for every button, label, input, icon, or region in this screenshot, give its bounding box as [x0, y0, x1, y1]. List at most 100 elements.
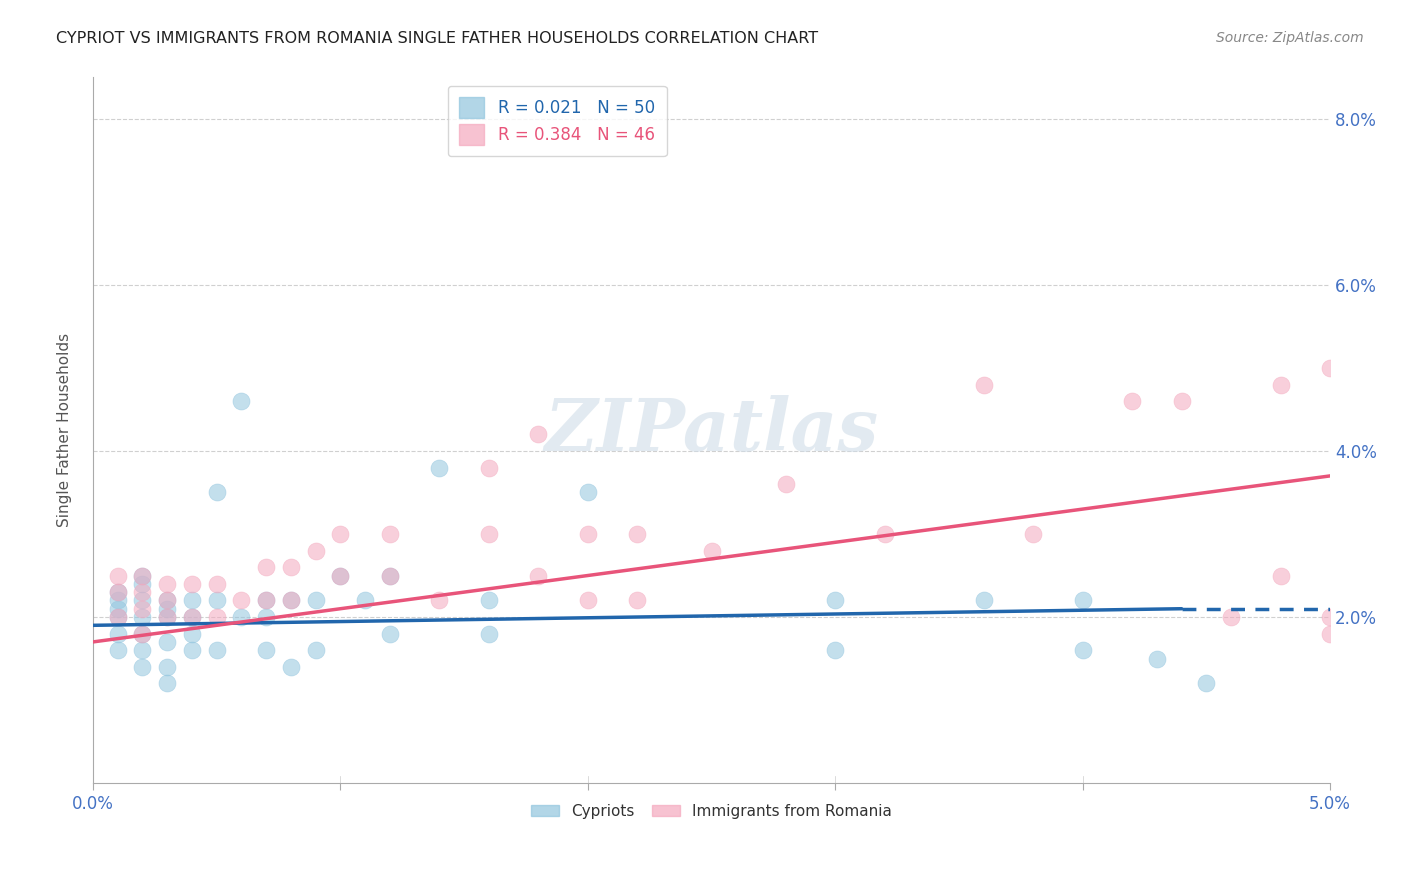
Point	[576, 485, 599, 500]
Point	[131, 568, 153, 582]
Point	[181, 626, 204, 640]
Point	[478, 460, 501, 475]
Point	[131, 601, 153, 615]
Point	[527, 568, 550, 582]
Point	[1195, 676, 1218, 690]
Text: CYPRIOT VS IMMIGRANTS FROM ROMANIA SINGLE FATHER HOUSEHOLDS CORRELATION CHART: CYPRIOT VS IMMIGRANTS FROM ROMANIA SINGL…	[56, 31, 818, 46]
Point	[478, 593, 501, 607]
Point	[131, 626, 153, 640]
Point	[205, 610, 228, 624]
Point	[1270, 377, 1292, 392]
Point	[354, 593, 377, 607]
Text: Source: ZipAtlas.com: Source: ZipAtlas.com	[1216, 31, 1364, 45]
Point	[700, 543, 723, 558]
Point	[107, 568, 129, 582]
Point	[873, 527, 896, 541]
Point	[107, 585, 129, 599]
Point	[205, 576, 228, 591]
Point	[131, 660, 153, 674]
Point	[181, 576, 204, 591]
Point	[1146, 651, 1168, 665]
Point	[181, 610, 204, 624]
Point	[378, 568, 401, 582]
Point	[973, 593, 995, 607]
Point	[131, 568, 153, 582]
Point	[181, 643, 204, 657]
Point	[131, 585, 153, 599]
Point	[1071, 643, 1094, 657]
Legend: Cypriots, Immigrants from Romania: Cypriots, Immigrants from Romania	[524, 797, 898, 825]
Point	[254, 593, 277, 607]
Point	[131, 576, 153, 591]
Point	[305, 593, 328, 607]
Point	[254, 643, 277, 657]
Point	[156, 593, 179, 607]
Point	[329, 527, 352, 541]
Point	[131, 626, 153, 640]
Y-axis label: Single Father Households: Single Father Households	[58, 334, 72, 527]
Point	[156, 676, 179, 690]
Point	[131, 610, 153, 624]
Point	[478, 527, 501, 541]
Point	[429, 460, 451, 475]
Point	[378, 568, 401, 582]
Point	[107, 610, 129, 624]
Point	[156, 610, 179, 624]
Point	[131, 593, 153, 607]
Point	[205, 643, 228, 657]
Point	[576, 593, 599, 607]
Point	[254, 610, 277, 624]
Point	[626, 527, 648, 541]
Point	[131, 643, 153, 657]
Point	[1319, 626, 1341, 640]
Point	[775, 477, 797, 491]
Point	[107, 643, 129, 657]
Point	[205, 485, 228, 500]
Point	[280, 660, 302, 674]
Point	[254, 560, 277, 574]
Point	[231, 610, 253, 624]
Point	[1319, 610, 1341, 624]
Point	[107, 593, 129, 607]
Point	[1022, 527, 1045, 541]
Point	[626, 593, 648, 607]
Point	[156, 660, 179, 674]
Point	[231, 394, 253, 409]
Point	[107, 585, 129, 599]
Point	[429, 593, 451, 607]
Point	[1270, 568, 1292, 582]
Point	[478, 626, 501, 640]
Text: ZIPatlas: ZIPatlas	[544, 395, 879, 466]
Point	[527, 427, 550, 442]
Point	[107, 610, 129, 624]
Point	[973, 377, 995, 392]
Point	[378, 626, 401, 640]
Point	[329, 568, 352, 582]
Point	[107, 601, 129, 615]
Point	[1319, 361, 1341, 376]
Point	[254, 593, 277, 607]
Point	[824, 593, 846, 607]
Point	[1220, 610, 1243, 624]
Point	[378, 527, 401, 541]
Point	[231, 593, 253, 607]
Point	[156, 576, 179, 591]
Point	[329, 568, 352, 582]
Point	[576, 527, 599, 541]
Point	[280, 593, 302, 607]
Point	[280, 593, 302, 607]
Point	[181, 610, 204, 624]
Point	[156, 635, 179, 649]
Point	[1170, 394, 1192, 409]
Point	[305, 643, 328, 657]
Point	[305, 543, 328, 558]
Point	[1121, 394, 1143, 409]
Point	[156, 593, 179, 607]
Point	[280, 560, 302, 574]
Point	[107, 626, 129, 640]
Point	[181, 593, 204, 607]
Point	[205, 593, 228, 607]
Point	[156, 610, 179, 624]
Point	[156, 601, 179, 615]
Point	[824, 643, 846, 657]
